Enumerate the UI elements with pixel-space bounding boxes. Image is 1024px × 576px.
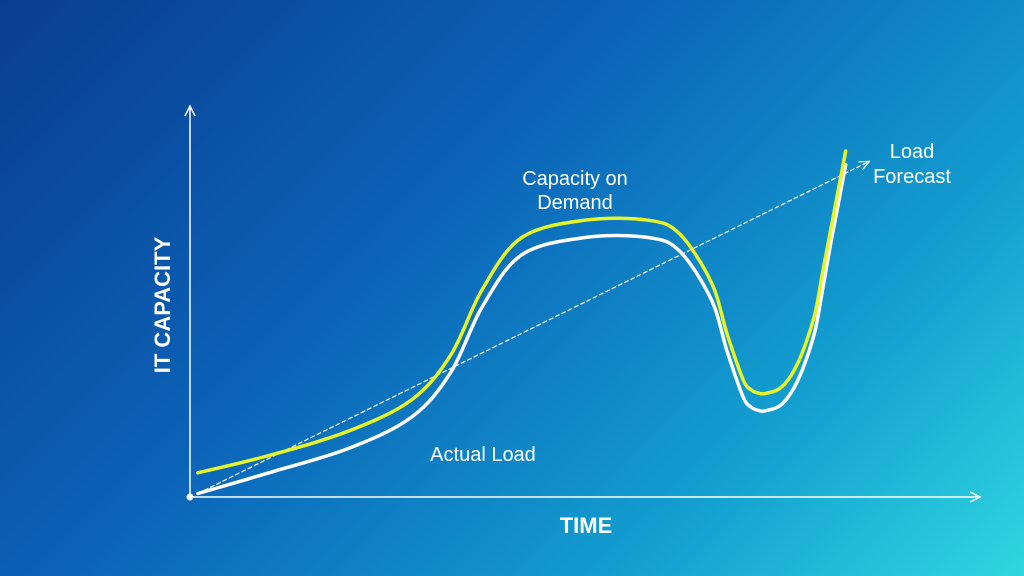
y-axis-arrow-icon xyxy=(184,104,196,117)
series-line-load-forecast xyxy=(197,160,870,495)
forecast-annotation-line1: Load xyxy=(890,141,935,163)
series-line-capacity-on-demand xyxy=(196,149,848,475)
y-axis-title: IT CAPACITY xyxy=(150,236,175,373)
capacity-annotation-line2: Demand xyxy=(537,192,613,214)
axes xyxy=(184,104,982,503)
actual-load-annotation: Actual Load xyxy=(430,444,536,466)
forecast-arrow-icon xyxy=(858,160,871,171)
origin-dot xyxy=(186,493,194,501)
series-line-actual-load xyxy=(196,163,848,496)
x-axis-title: TIME xyxy=(560,513,613,538)
forecast-annotation-line2: Forecast xyxy=(873,166,951,188)
x-axis-arrow-icon xyxy=(969,491,982,503)
capacity-annotation-line1: Capacity on xyxy=(522,168,628,190)
series-layer xyxy=(196,149,871,496)
